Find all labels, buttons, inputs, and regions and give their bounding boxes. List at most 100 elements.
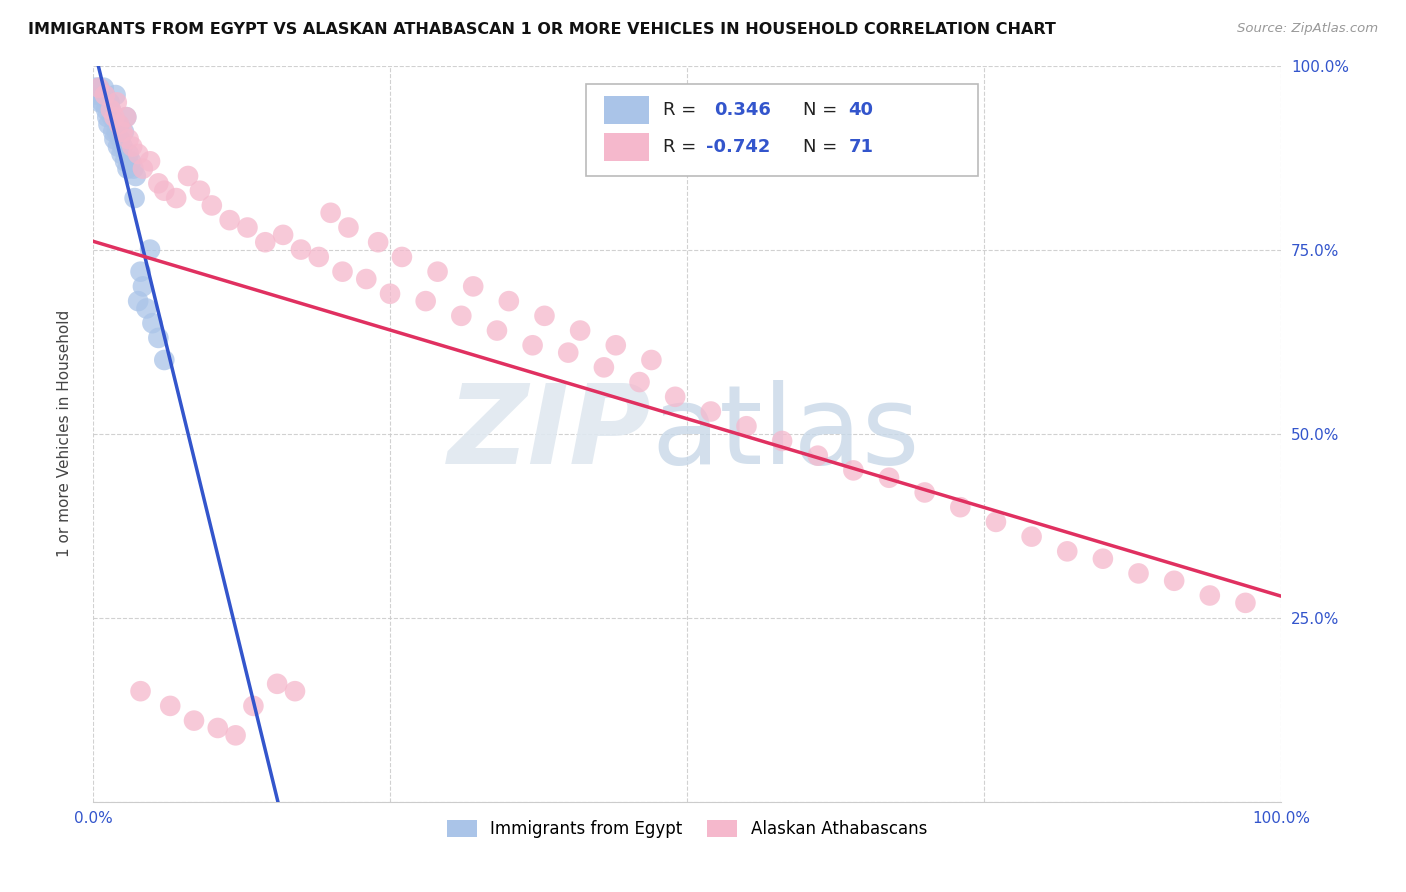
Point [104, 88, 127, 103]
Text: N =: N = [803, 101, 844, 119]
Point [115, 110, 138, 124]
Point [485, 324, 508, 338]
Point [105, 125, 128, 139]
Point [141, 316, 163, 330]
Point [225, 728, 247, 742]
Point [201, 198, 224, 212]
Point [118, 132, 141, 146]
Text: -0.742: -0.742 [706, 137, 770, 155]
Text: R =: R = [664, 137, 702, 155]
Text: IMMIGRANTS FROM EGYPT VS ALASKAN ATHABASCAN 1 OR MORE VEHICLES IN HOUSEHOLD CORR: IMMIGRANTS FROM EGYPT VS ALASKAN ATHABAS… [28, 22, 1056, 37]
Point [807, 449, 830, 463]
Point [108, 118, 131, 132]
Text: 40: 40 [849, 101, 873, 119]
Point [415, 294, 437, 309]
Point [127, 147, 149, 161]
Point [103, 132, 125, 146]
Point [103, 110, 125, 124]
Point [284, 684, 307, 698]
Point [111, 125, 134, 139]
Point [700, 404, 723, 418]
Text: 0.346: 0.346 [714, 101, 772, 119]
Point [107, 139, 129, 153]
Point [378, 286, 401, 301]
Point [139, 243, 162, 257]
Point [450, 309, 472, 323]
Point [877, 471, 900, 485]
Point [533, 309, 555, 323]
Point [207, 721, 229, 735]
Point [188, 184, 211, 198]
Point [290, 243, 312, 257]
Point [426, 265, 449, 279]
Point [91, 95, 114, 110]
Text: Source: ZipAtlas.com: Source: ZipAtlas.com [1237, 22, 1378, 36]
Point [183, 714, 205, 728]
Point [337, 220, 360, 235]
Point [122, 161, 145, 176]
Point [100, 103, 122, 117]
Point [159, 698, 181, 713]
Point [640, 353, 662, 368]
Point [120, 154, 142, 169]
Point [1198, 589, 1220, 603]
Point [1021, 530, 1043, 544]
Point [129, 265, 152, 279]
Point [101, 110, 124, 124]
Point [735, 419, 758, 434]
Point [842, 463, 865, 477]
Point [593, 360, 616, 375]
Point [121, 139, 143, 153]
Point [117, 161, 139, 176]
Point [1163, 574, 1185, 588]
Point [98, 95, 121, 110]
Point [94, 88, 117, 103]
Point [498, 294, 520, 309]
Point [139, 154, 162, 169]
Point [242, 698, 264, 713]
Point [569, 324, 592, 338]
Point [114, 154, 136, 169]
FancyBboxPatch shape [586, 84, 979, 176]
Point [105, 95, 128, 110]
Point [266, 677, 288, 691]
Point [124, 191, 146, 205]
Legend: Immigrants from Egypt, Alaskan Athabascans: Immigrants from Egypt, Alaskan Athabasca… [440, 814, 934, 845]
Y-axis label: 1 or more Vehicles in Household: 1 or more Vehicles in Household [58, 310, 72, 558]
Point [984, 515, 1007, 529]
Point [135, 301, 157, 316]
Point [100, 103, 122, 117]
Point [522, 338, 544, 352]
Point [97, 118, 120, 132]
Point [605, 338, 627, 352]
Point [254, 235, 277, 250]
Point [463, 279, 485, 293]
Text: N =: N = [803, 137, 844, 155]
Point [271, 227, 294, 242]
Point [103, 125, 125, 139]
Point [96, 110, 118, 124]
Point [628, 375, 651, 389]
Point [165, 191, 187, 205]
Text: R =: R = [664, 101, 709, 119]
Point [914, 485, 936, 500]
Point [367, 235, 389, 250]
Point [132, 279, 155, 293]
Point [770, 434, 793, 448]
Point [148, 177, 170, 191]
Point [949, 500, 972, 515]
Point [129, 684, 152, 698]
Point [127, 294, 149, 309]
Text: 71: 71 [849, 137, 873, 155]
Point [391, 250, 413, 264]
Text: ZIP: ZIP [449, 380, 651, 487]
Point [1234, 596, 1257, 610]
Point [89, 95, 111, 110]
Point [87, 88, 110, 103]
Point [153, 184, 176, 198]
Point [218, 213, 240, 227]
Point [319, 206, 342, 220]
Point [153, 353, 176, 368]
Point [112, 125, 135, 139]
Point [557, 345, 579, 359]
